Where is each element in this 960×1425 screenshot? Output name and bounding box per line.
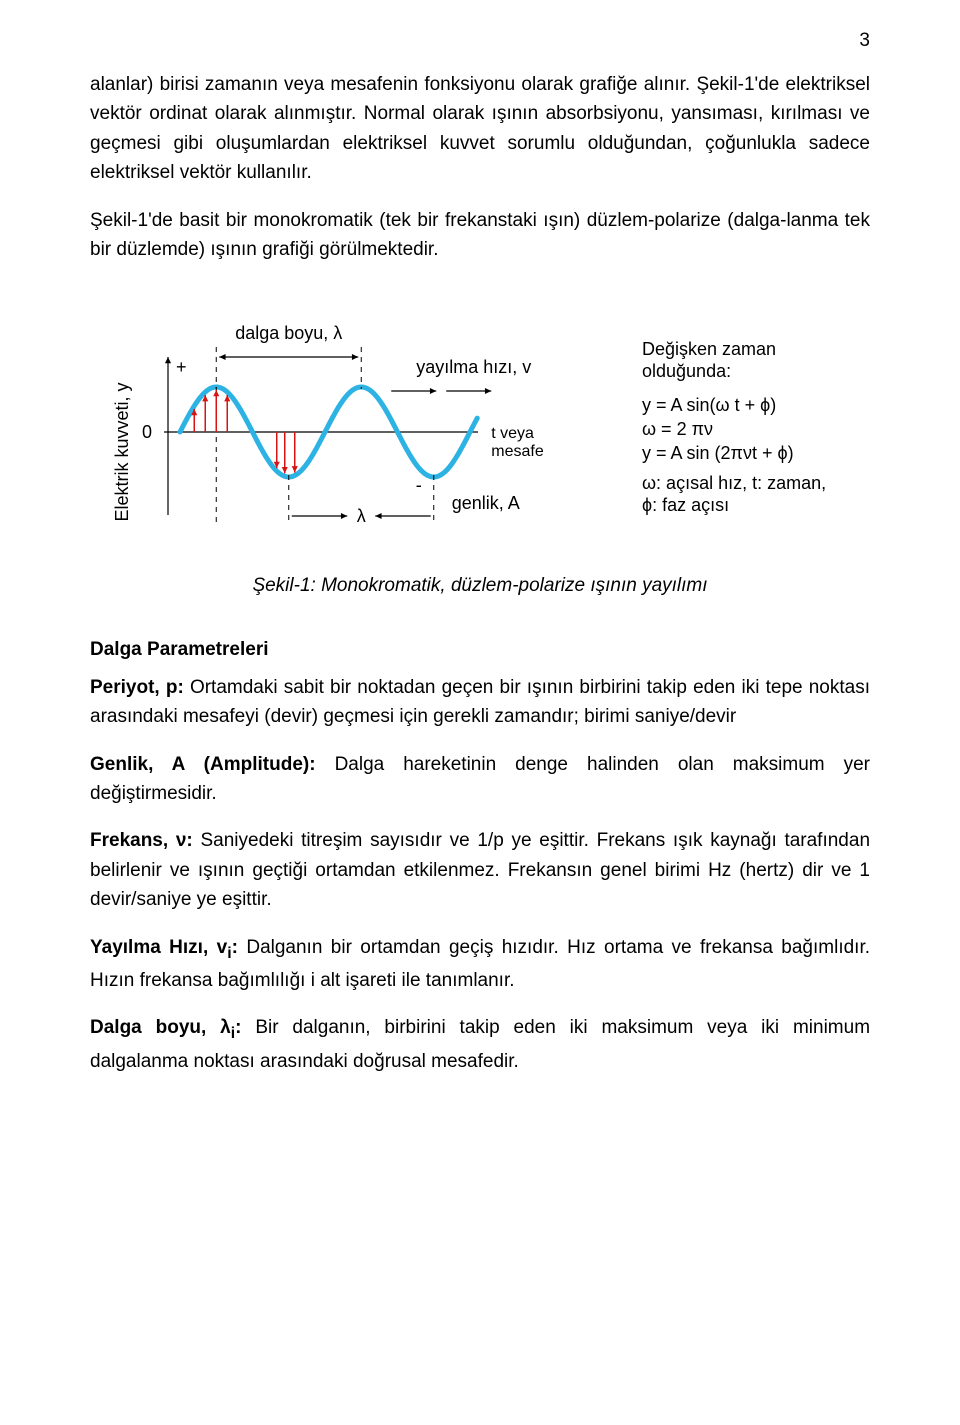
para-periyot: Periyot, p: Ortamdaki sabit bir noktadan…: [90, 673, 870, 732]
paragraph-2: Şekil-1'de basit bir monokromatik (tek b…: [90, 206, 870, 265]
svg-text:y = A sin (2πνt + ϕ): y = A sin (2πνt + ϕ): [642, 443, 794, 463]
para-frekans: Frekans, ν: Saniyedeki titreşim sayısıdı…: [90, 826, 870, 914]
svg-text:dalga boyu, λ: dalga boyu, λ: [235, 323, 342, 343]
svg-text:ω = 2 πν: ω = 2 πν: [642, 419, 713, 439]
svg-text:y = A sin(ω t + ϕ): y = A sin(ω t + ϕ): [642, 395, 776, 415]
svg-text:Elektrik kuvveti, y: Elektrik kuvveti, y: [112, 382, 132, 521]
text: Saniyedeki titreşim sayısıdır ve 1/p ye …: [90, 830, 870, 910]
paragraph-1: alanlar) birisi zamanın veya mesafenin f…: [90, 70, 870, 188]
para-dalgaboyu: Dalga boyu, λi: Bir dalganın, birbirini …: [90, 1013, 870, 1076]
figure-caption: Şekil-1: Monokromatik, düzlem-polarize ı…: [90, 575, 870, 597]
bold-label: Dalga boyu, λi:: [90, 1017, 241, 1038]
svg-text:olduğunda:: olduğunda:: [642, 361, 731, 381]
svg-text:genlik, A: genlik, A: [452, 493, 520, 513]
svg-text:ω: açısal hız, t: zaman,: ω: açısal hız, t: zaman,: [642, 473, 826, 493]
svg-text:-: -: [416, 475, 422, 495]
text: Ortamdaki sabit bir noktadan geçen bir ı…: [90, 677, 870, 727]
heading-params: Dalga Parametreleri: [90, 639, 870, 661]
svg-text:Değişken zaman: Değişken zaman: [642, 339, 776, 359]
wave-diagram-svg: Elektrik kuvveti, y +0 dalga boyu, λ λ genli…: [90, 297, 870, 557]
bold-label: Genlik, A (Amplitude):: [90, 754, 316, 775]
bold-label: Frekans, ν:: [90, 830, 193, 851]
bold-label: Periyot, p:: [90, 677, 184, 698]
svg-text:+: +: [176, 357, 187, 377]
svg-text:yayılma hızı, v: yayılma hızı, v: [416, 357, 531, 377]
para-yayilma: Yayılma Hızı, vi: Dalganın bir ortamdan …: [90, 933, 870, 996]
svg-text:t veya: t veya: [491, 425, 534, 442]
svg-text:λ: λ: [357, 506, 366, 526]
wave-diagram-figure: Elektrik kuvveti, y +0 dalga boyu, λ λ genli…: [90, 297, 870, 557]
svg-text:ϕ: faz açısı: ϕ: faz açısı: [642, 495, 729, 515]
bold-label: Yayılma Hızı, vi:: [90, 937, 238, 958]
svg-text:0: 0: [142, 422, 152, 442]
svg-text:mesafe: mesafe: [491, 443, 544, 460]
document-page: 3 alanlar) birisi zamanın veya mesafenin…: [0, 0, 960, 1425]
para-genlik: Genlik, A (Amplitude): Dalga hareketinin…: [90, 750, 870, 809]
page-number: 3: [859, 30, 870, 52]
